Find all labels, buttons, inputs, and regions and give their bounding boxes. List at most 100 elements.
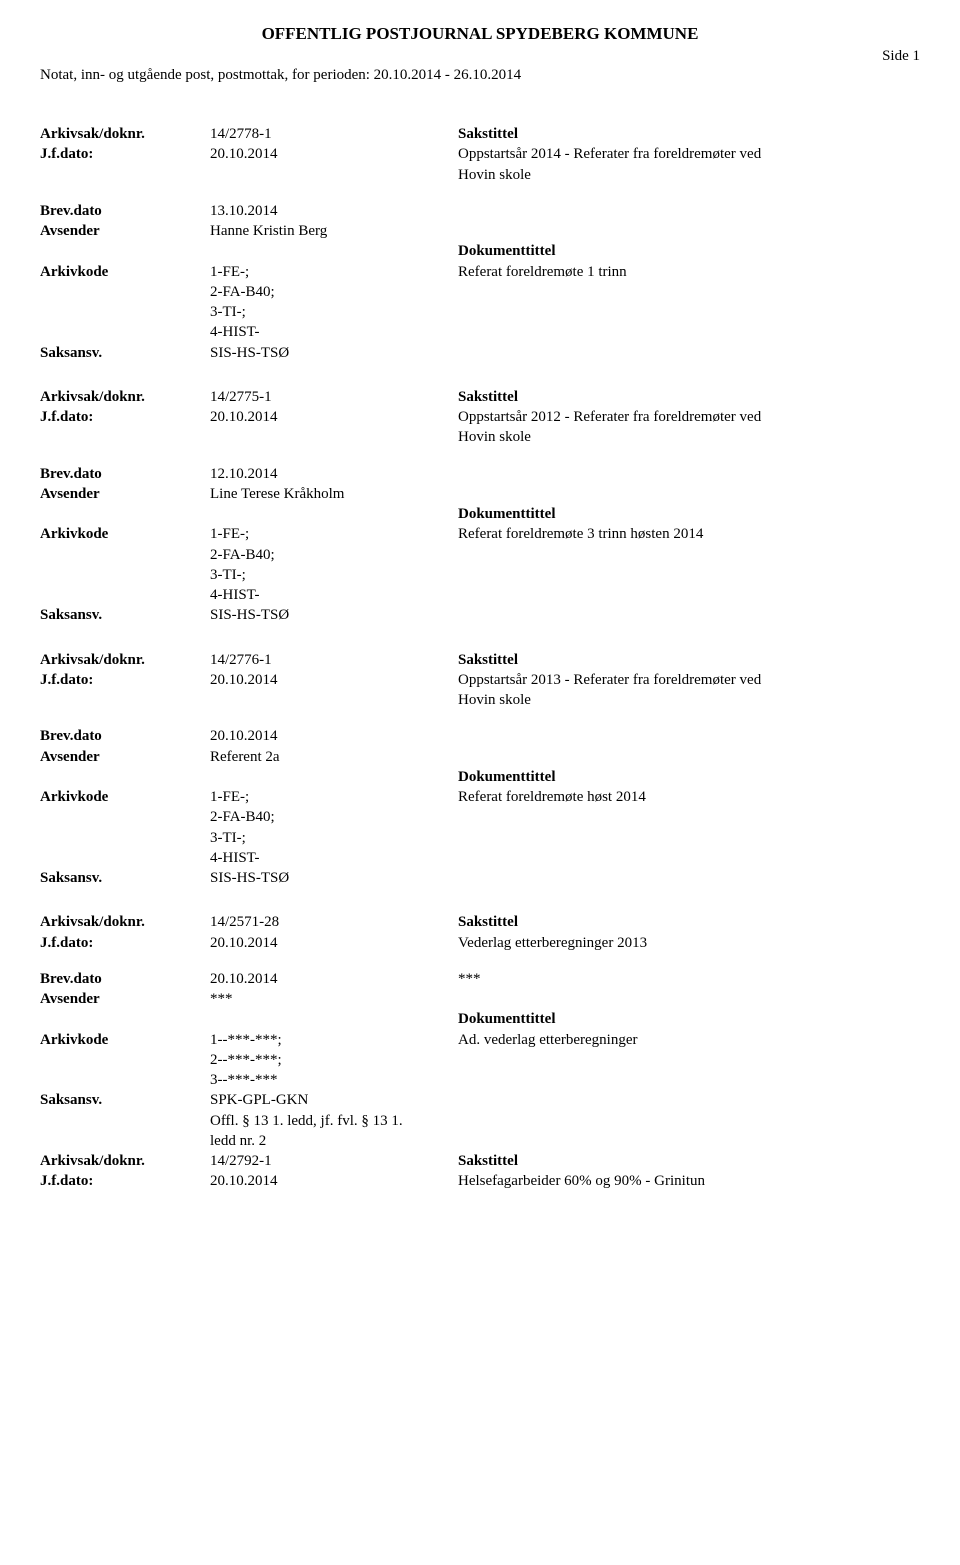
blank: [40, 767, 210, 787]
blank: [458, 565, 920, 585]
blank: [458, 484, 920, 504]
arkivsak-label: Arkivsak/doknr.: [40, 650, 210, 670]
blank: [40, 848, 210, 868]
sakstittel-label: Sakstittel: [458, 1151, 920, 1171]
avsender-value: Hanne Kristin Berg: [210, 221, 458, 241]
arkivkode-line: 3-TI-;: [210, 565, 458, 585]
avsender-label: Avsender: [40, 989, 210, 1009]
blank: [458, 1131, 920, 1151]
blank: [40, 504, 210, 524]
journal-entry: Arkivsak/doknr.14/2778-1SakstittelJ.f.da…: [40, 124, 920, 363]
sakstittel-text: Oppstartsår 2014 - Referater fra foreldr…: [458, 144, 920, 164]
blank: [40, 690, 210, 710]
extra-line: Offl. § 13 1. ledd, jf. fvl. § 13 1.: [210, 1111, 458, 1131]
blank: [458, 282, 920, 302]
blank: [458, 1090, 920, 1110]
arkivsak-label: Arkivsak/doknr.: [40, 1151, 210, 1171]
blank: [210, 767, 458, 787]
dokumenttittel-text: Referat foreldremøte 1 trinn: [458, 262, 920, 282]
brevdato-value: 12.10.2014: [210, 464, 458, 484]
arkivkode-line: 3--***-***: [210, 1070, 458, 1090]
blank: [40, 545, 210, 565]
brevdato-label: Brev.dato: [40, 201, 210, 221]
jfdato-label: J.f.dato:: [40, 144, 210, 164]
blank: [458, 848, 920, 868]
arkivkode-line: 2-FA-B40;: [210, 282, 458, 302]
arkivsak-value: 14/2571-28: [210, 912, 458, 932]
blank: [40, 1111, 210, 1131]
brevdato-label: Brev.dato: [40, 726, 210, 746]
arkivkode-line: 4-HIST-: [210, 848, 458, 868]
brevdato-right: [458, 201, 920, 221]
dokumenttittel-label: Dokumenttittel: [458, 504, 920, 524]
blank: [40, 565, 210, 585]
avsender-label: Avsender: [40, 747, 210, 767]
avsender-value: Referent 2a: [210, 747, 458, 767]
brevdato-right: [458, 726, 920, 746]
blank: [40, 282, 210, 302]
entries-container: Arkivsak/doknr.14/2778-1SakstittelJ.f.da…: [40, 124, 920, 1192]
subheader: Notat, inn- og utgående post, postmottak…: [40, 67, 920, 84]
arkivsak-value: 14/2778-1: [210, 124, 458, 144]
sakstittel-text: Hovin skole: [458, 690, 920, 710]
blank: [210, 690, 458, 710]
blank: [210, 241, 458, 261]
blank: [40, 302, 210, 322]
blank: [40, 427, 210, 447]
blank: [40, 1070, 210, 1090]
jfdato-label: J.f.dato:: [40, 670, 210, 690]
saksansv-value: SIS-HS-TSØ: [210, 343, 458, 363]
saksansv-label: Saksansv.: [40, 868, 210, 888]
blank: [210, 1009, 458, 1029]
blank: [458, 807, 920, 827]
extra-line: ledd nr. 2: [210, 1131, 458, 1151]
brevdato-value: 20.10.2014: [210, 726, 458, 746]
blank: [40, 165, 210, 185]
avsender-value: Line Terese Kråkholm: [210, 484, 458, 504]
jfdato-value: 20.10.2014: [210, 1171, 458, 1191]
blank: [458, 221, 920, 241]
jfdato-value: 20.10.2014: [210, 144, 458, 164]
arkivsak-value: 14/2775-1: [210, 387, 458, 407]
arkivkode-label: Arkivkode: [40, 262, 210, 282]
jfdato-value: 20.10.2014: [210, 407, 458, 427]
arkivkode-line: 1-FE-;: [210, 787, 458, 807]
blank: [458, 828, 920, 848]
blank: [458, 545, 920, 565]
dokumenttittel-text: Referat foreldremøte høst 2014: [458, 787, 920, 807]
arkivkode-label: Arkivkode: [40, 1030, 210, 1050]
saksansv-label: Saksansv.: [40, 605, 210, 625]
journal-entry: Arkivsak/doknr.14/2776-1SakstittelJ.f.da…: [40, 650, 920, 889]
arkivkode-line: 3-TI-;: [210, 828, 458, 848]
blank: [458, 747, 920, 767]
brevdato-label: Brev.dato: [40, 464, 210, 484]
brevdato-label: Brev.dato: [40, 969, 210, 989]
blank: [458, 1111, 920, 1131]
brevdato-value: 13.10.2014: [210, 201, 458, 221]
dokumenttittel-label: Dokumenttittel: [458, 767, 920, 787]
blank: [40, 1131, 210, 1151]
avsender-value: ***: [210, 989, 458, 1009]
arkivsak-value: 14/2792-1: [210, 1151, 458, 1171]
dokumenttittel-label: Dokumenttittel: [458, 1009, 920, 1029]
sakstittel-label: Sakstittel: [458, 650, 920, 670]
arkivkode-line: 2-FA-B40;: [210, 545, 458, 565]
sakstittel-label: Sakstittel: [458, 124, 920, 144]
avsender-label: Avsender: [40, 221, 210, 241]
arkivsak-label: Arkivsak/doknr.: [40, 912, 210, 932]
dokumenttittel-label: Dokumenttittel: [458, 241, 920, 261]
arkivkode-line: 2-FA-B40;: [210, 807, 458, 827]
blank: [210, 427, 458, 447]
sakstittel-text: Oppstartsår 2012 - Referater fra foreldr…: [458, 407, 920, 427]
brevdato-right: [458, 464, 920, 484]
jfdato-label: J.f.dato:: [40, 407, 210, 427]
arkivkode-line: 4-HIST-: [210, 322, 458, 342]
journal-entry: Arkivsak/doknr.14/2775-1SakstittelJ.f.da…: [40, 387, 920, 626]
jfdato-label: J.f.dato:: [40, 1171, 210, 1191]
arkivkode-label: Arkivkode: [40, 524, 210, 544]
blank: [40, 1050, 210, 1070]
blank: [40, 322, 210, 342]
blank: [40, 241, 210, 261]
page-title: OFFENTLIG POSTJOURNAL SPYDEBERG KOMMUNE: [40, 24, 920, 44]
sakstittel-label: Sakstittel: [458, 912, 920, 932]
